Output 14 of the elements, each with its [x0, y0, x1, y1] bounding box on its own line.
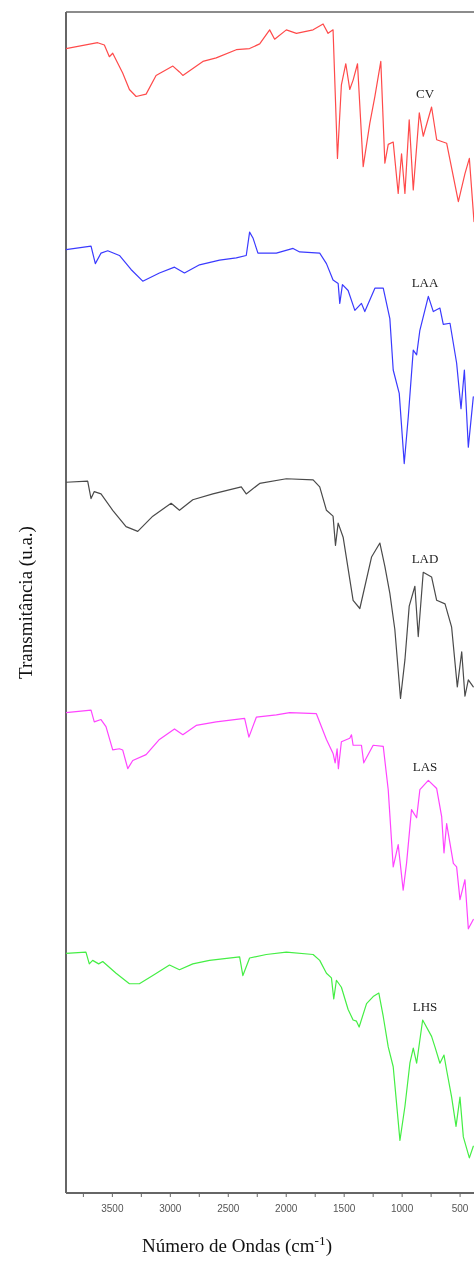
series-label: LAA — [411, 275, 439, 291]
x-axis-title: Número de Ondas (cm$^{-1}$) — [142, 1232, 332, 1257]
series-label: LAD — [411, 551, 439, 567]
x-tick-label: 1000 — [391, 1203, 414, 1214]
x-tick-label: 3000 — [159, 1203, 182, 1214]
x-tick-label: 500 — [451, 1203, 469, 1214]
series-label: CV — [415, 86, 435, 101]
x-tick-label: 2500 — [217, 1203, 240, 1214]
series-label: LHS — [412, 998, 438, 1014]
x-tick-label: 2000 — [275, 1203, 298, 1214]
x-tick-label: 3500 — [101, 1203, 124, 1214]
series-label: LAS — [412, 759, 438, 775]
y-axis-title: Transmitância (u.a.) — [15, 526, 37, 679]
x-tick-label: 1500 — [333, 1203, 356, 1214]
